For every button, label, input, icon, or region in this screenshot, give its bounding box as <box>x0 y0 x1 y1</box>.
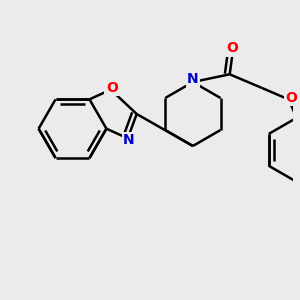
Text: N: N <box>187 72 199 86</box>
Text: O: O <box>286 91 298 104</box>
Text: O: O <box>227 41 239 55</box>
Text: O: O <box>106 81 118 95</box>
Text: N: N <box>123 133 134 147</box>
